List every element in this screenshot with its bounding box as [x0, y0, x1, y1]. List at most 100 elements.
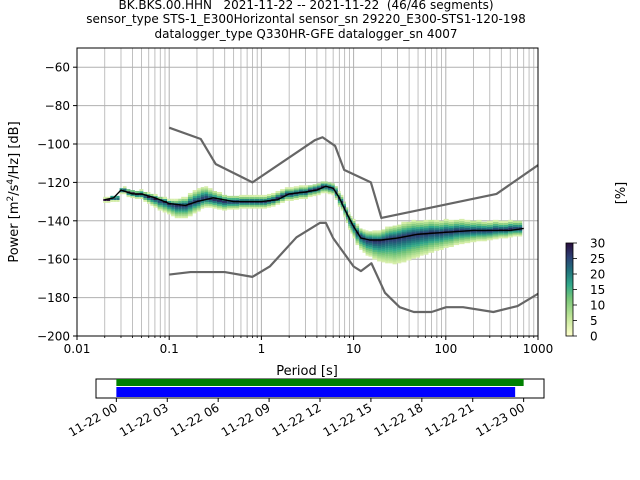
- psd-cell: [362, 246, 366, 249]
- psd-cell: [377, 232, 382, 235]
- psd-cell: [157, 204, 163, 207]
- psd-cell: [428, 246, 435, 249]
- psd-cell: [200, 189, 205, 192]
- psd-cell: [184, 200, 188, 203]
- psd-cell: [348, 227, 351, 230]
- y-axis-label-sup-4: 4: [6, 179, 16, 185]
- psd-cell: [396, 228, 402, 231]
- psd-cell: [208, 205, 213, 208]
- psd-cell: [377, 247, 382, 250]
- psd-cell: [254, 206, 260, 209]
- psd-cell: [216, 193, 223, 197]
- psd-cell: [280, 198, 285, 201]
- psd-cell: [244, 204, 250, 207]
- psd-cell: [503, 220, 509, 224]
- psd-cell: [396, 243, 402, 247]
- psd-cell: [324, 187, 328, 190]
- psd-cell: [392, 248, 397, 251]
- psd-cell: [266, 205, 272, 208]
- psd-cell: [254, 202, 260, 205]
- psd-cell: [372, 247, 378, 250]
- psd-cell: [481, 223, 487, 226]
- psd-cell: [365, 245, 369, 248]
- psd-cell: [401, 231, 407, 234]
- psd-cell: [275, 200, 281, 203]
- psd-cell: [192, 199, 197, 202]
- psd-cell: [126, 189, 131, 192]
- psd-cell: [492, 237, 499, 240]
- psd-cell: [453, 235, 460, 238]
- psd-cell: [365, 240, 369, 243]
- psd-cell: [362, 233, 366, 236]
- psd-cell: [187, 204, 193, 207]
- psd-cell: [324, 183, 328, 186]
- psd-cell: [348, 219, 351, 223]
- psd-cell: [392, 240, 397, 244]
- psd-cell: [212, 204, 217, 207]
- psd-cell: [212, 194, 217, 198]
- psd-cell: [518, 220, 523, 224]
- psd-cell: [187, 212, 193, 215]
- psd-cell: [439, 226, 444, 229]
- psd-cell: [192, 195, 197, 199]
- psd-cell: [406, 227, 412, 230]
- psd-cell: [365, 236, 369, 239]
- psd-cell: [481, 237, 487, 240]
- psd-cell: [423, 229, 429, 232]
- psd-cell: [303, 187, 308, 190]
- psd-cell: [423, 223, 429, 226]
- psd-cell: [204, 205, 209, 208]
- psd-cell: [503, 228, 509, 231]
- psd-cell: [486, 224, 493, 227]
- y-tick-label: −120: [37, 176, 70, 190]
- title-line-1: BK.BKS.00.HHN 2021-11-22 -- 2021-11-22 (…: [118, 0, 494, 12]
- psd-cell: [275, 191, 281, 194]
- psd-cell: [350, 219, 353, 223]
- psd-cell: [368, 235, 373, 238]
- psd-cell: [343, 213, 346, 216]
- psd-cell: [406, 250, 412, 253]
- psd-cell: [222, 208, 228, 211]
- psd-cell: [372, 243, 378, 247]
- psd-cell: [470, 224, 477, 227]
- psd-cell: [498, 232, 504, 235]
- psd-cell: [388, 249, 393, 252]
- psd-cell: [352, 232, 356, 235]
- psd-cell: [187, 196, 193, 200]
- psd-cell: [476, 235, 482, 238]
- psd-cell: [448, 237, 454, 240]
- psd-cell: [196, 193, 201, 197]
- psd-cell: [385, 245, 389, 248]
- psd-cell: [196, 195, 201, 199]
- psd-cell: [419, 253, 424, 256]
- psd-cell: [443, 243, 449, 247]
- psd-cell: [337, 194, 341, 198]
- psd-cell: [150, 197, 154, 200]
- psd-cell: [415, 232, 420, 235]
- psd-cell: [385, 230, 389, 233]
- psd-cell: [208, 195, 213, 199]
- psd-cell: [470, 222, 477, 225]
- psd-cell: [372, 249, 378, 252]
- psd-cell: [508, 225, 513, 228]
- timeline-tick-label: 11-22 00: [66, 400, 120, 439]
- psd-cell: [423, 235, 429, 238]
- psd-cell: [139, 191, 144, 194]
- psd-cell: [263, 206, 267, 209]
- psd-cell: [498, 228, 504, 231]
- psd-cell: [340, 208, 344, 211]
- psd-cell: [352, 236, 356, 239]
- psd-cell: [327, 188, 332, 191]
- psd-cell: [178, 202, 182, 205]
- psd-cell: [401, 240, 407, 244]
- psd-cell: [200, 196, 205, 200]
- psd-cell: [340, 198, 344, 201]
- psd-cell: [470, 230, 477, 233]
- psd-cell: [244, 202, 250, 205]
- psd-cell: [204, 188, 209, 191]
- psd-cell: [162, 198, 168, 201]
- psd-cell: [345, 207, 349, 210]
- colorbar-tick-label: 20: [590, 268, 605, 282]
- psd-cell: [259, 204, 264, 207]
- psd-cell: [181, 216, 185, 219]
